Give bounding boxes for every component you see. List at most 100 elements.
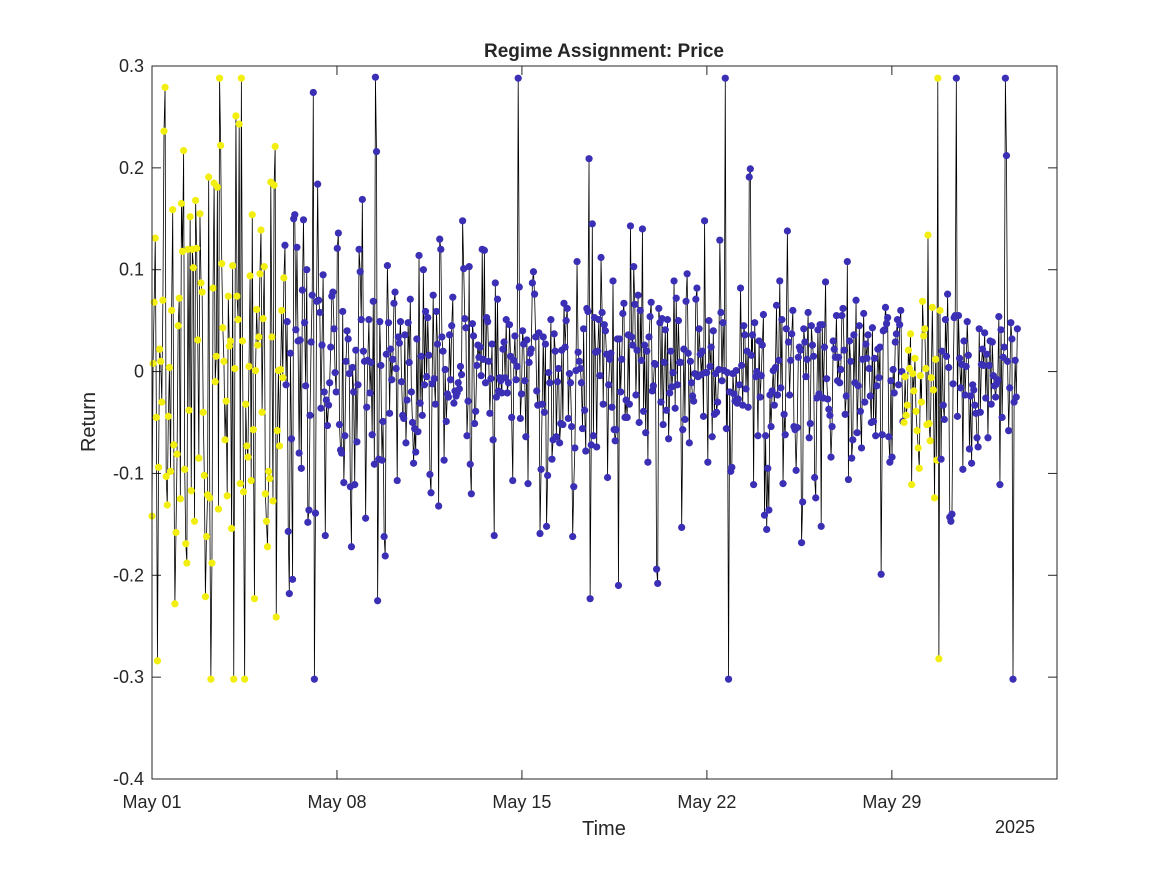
data-point bbox=[632, 391, 640, 399]
data-point bbox=[865, 364, 873, 373]
data-point bbox=[265, 467, 273, 475]
data-point bbox=[389, 355, 397, 363]
data-point bbox=[618, 355, 626, 363]
data-point bbox=[847, 357, 855, 365]
data-point bbox=[1003, 357, 1012, 365]
data-point bbox=[892, 330, 900, 338]
data-point bbox=[750, 481, 758, 489]
data-point bbox=[962, 362, 970, 371]
data-point bbox=[291, 211, 299, 219]
data-point bbox=[905, 364, 914, 373]
data-point bbox=[746, 165, 754, 173]
data-point bbox=[201, 593, 209, 601]
data-point bbox=[1011, 356, 1019, 364]
data-point bbox=[402, 439, 410, 447]
data-point bbox=[222, 397, 230, 405]
data-point bbox=[586, 595, 594, 603]
data-point bbox=[668, 383, 676, 391]
data-point bbox=[272, 613, 280, 621]
data-point bbox=[449, 293, 457, 301]
y-axis-label: Return bbox=[78, 392, 100, 452]
data-point bbox=[861, 398, 869, 406]
data-point bbox=[280, 274, 288, 282]
data-point bbox=[609, 277, 617, 285]
data-point bbox=[318, 341, 326, 349]
data-point bbox=[174, 322, 182, 330]
data-point bbox=[429, 291, 437, 299]
data-point bbox=[617, 388, 625, 396]
data-point bbox=[427, 489, 435, 497]
data-point bbox=[912, 407, 920, 415]
data-point bbox=[730, 390, 738, 398]
data-point bbox=[261, 490, 269, 498]
data-point bbox=[232, 112, 240, 120]
data-point bbox=[193, 244, 201, 252]
data-point bbox=[419, 266, 427, 274]
data-point bbox=[869, 417, 878, 426]
data-point bbox=[439, 347, 447, 355]
data-point bbox=[840, 346, 848, 354]
data-point bbox=[556, 439, 564, 447]
y-axis-ticks: 0.3 0.2 0.1 0 -0.1 -0.2 -0.3 -0.4 bbox=[113, 56, 1057, 789]
data-point bbox=[437, 245, 445, 253]
data-point bbox=[595, 316, 603, 324]
data-point bbox=[600, 321, 608, 329]
data-point bbox=[603, 473, 612, 482]
data-point bbox=[669, 368, 677, 377]
data-point bbox=[566, 379, 575, 387]
data-point bbox=[748, 331, 757, 339]
y-tick-label: 0.2 bbox=[119, 158, 144, 178]
data-point bbox=[998, 413, 1006, 422]
data-point bbox=[661, 326, 669, 334]
data-point bbox=[387, 345, 395, 353]
data-point bbox=[553, 378, 562, 386]
data-point bbox=[744, 403, 752, 411]
data-point bbox=[348, 363, 357, 372]
data-point bbox=[684, 349, 692, 357]
data-point bbox=[643, 347, 651, 355]
data-point bbox=[250, 595, 259, 603]
data-point bbox=[982, 394, 990, 402]
data-point bbox=[872, 432, 880, 440]
data-point bbox=[400, 414, 408, 423]
data-point bbox=[192, 196, 200, 205]
data-point bbox=[207, 675, 215, 683]
y-tick-label: -0.4 bbox=[113, 769, 144, 789]
data-point bbox=[970, 386, 978, 394]
data-point bbox=[358, 195, 366, 204]
data-point bbox=[890, 389, 898, 397]
data-point bbox=[469, 332, 478, 340]
data-point bbox=[536, 529, 544, 538]
data-point bbox=[956, 354, 964, 362]
data-point bbox=[768, 387, 776, 395]
data-point bbox=[597, 253, 605, 262]
data-point bbox=[945, 363, 953, 372]
data-point bbox=[391, 288, 399, 296]
data-point bbox=[646, 312, 654, 321]
data-point bbox=[963, 318, 971, 326]
data-point bbox=[338, 449, 346, 457]
data-point bbox=[642, 429, 650, 437]
data-point bbox=[811, 473, 819, 482]
data-point bbox=[850, 331, 858, 339]
data-point bbox=[894, 381, 903, 389]
data-point bbox=[408, 418, 417, 427]
data-point bbox=[921, 325, 929, 333]
data-point bbox=[780, 410, 788, 418]
data-point bbox=[751, 319, 759, 327]
data-point bbox=[939, 401, 947, 409]
data-point bbox=[667, 347, 675, 355]
data-point bbox=[842, 392, 850, 400]
data-point bbox=[417, 352, 425, 360]
data-point bbox=[670, 277, 678, 285]
data-point bbox=[323, 421, 332, 430]
data-point bbox=[467, 490, 475, 498]
data-point bbox=[641, 341, 649, 349]
data-point bbox=[885, 433, 893, 441]
data-point bbox=[818, 321, 826, 329]
data-point bbox=[615, 335, 624, 343]
y-tick-label: -0.2 bbox=[113, 565, 144, 585]
data-point bbox=[275, 442, 284, 450]
data-point bbox=[644, 458, 652, 466]
data-point bbox=[180, 146, 188, 155]
